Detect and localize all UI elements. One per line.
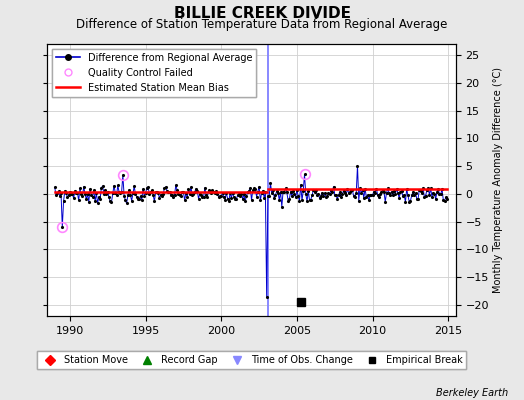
Y-axis label: Monthly Temperature Anomaly Difference (°C): Monthly Temperature Anomaly Difference (… [493, 67, 503, 293]
Text: Berkeley Earth: Berkeley Earth [436, 388, 508, 398]
Legend: Difference from Regional Average, Quality Control Failed, Estimated Station Mean: Difference from Regional Average, Qualit… [52, 49, 256, 97]
Legend: Station Move, Record Gap, Time of Obs. Change, Empirical Break: Station Move, Record Gap, Time of Obs. C… [37, 351, 466, 369]
Text: BILLIE CREEK DIVIDE: BILLIE CREEK DIVIDE [173, 6, 351, 21]
Text: Difference of Station Temperature Data from Regional Average: Difference of Station Temperature Data f… [77, 18, 447, 31]
